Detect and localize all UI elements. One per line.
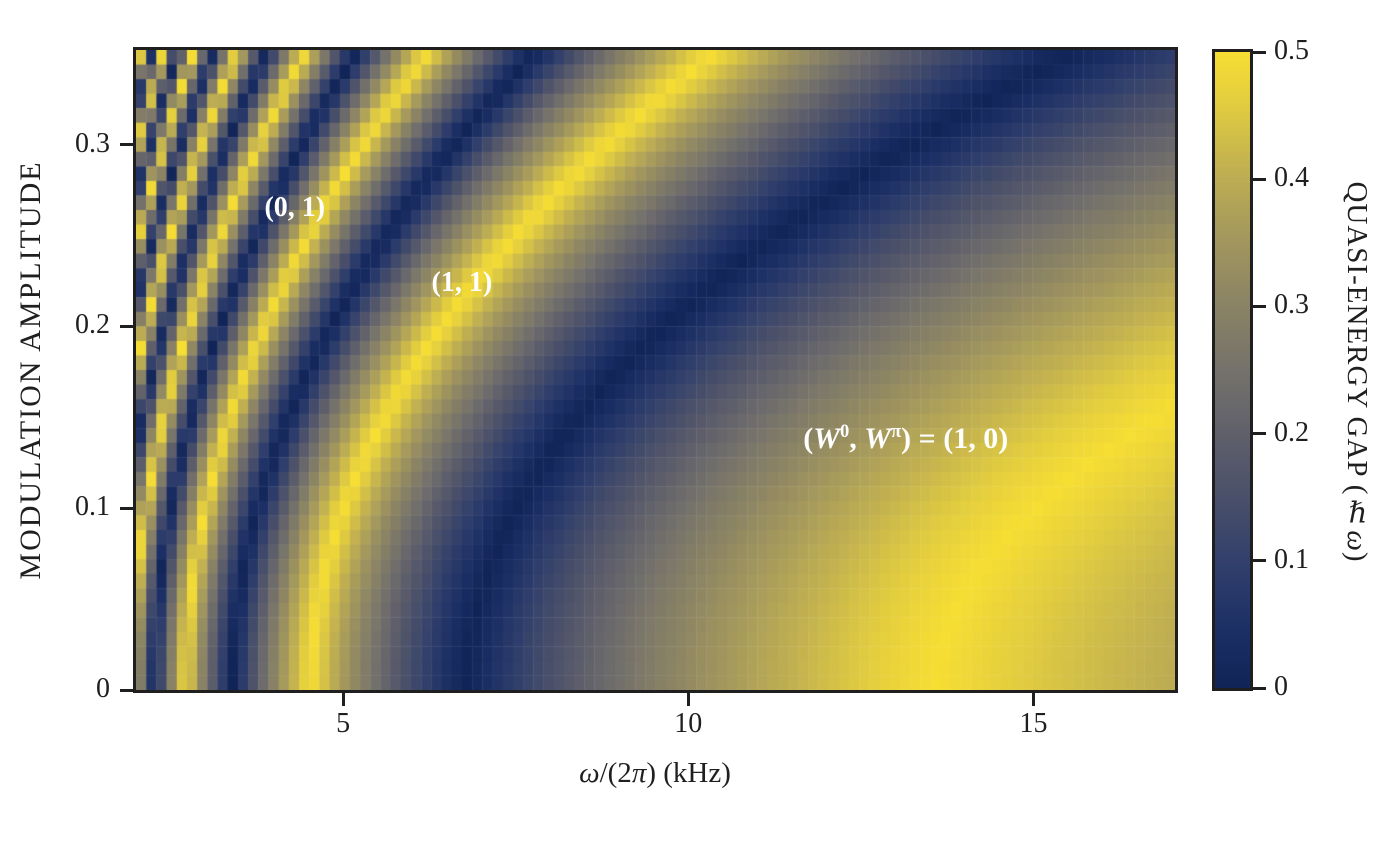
colorbar-tick-label: 0.2 [1274, 416, 1309, 448]
y-axis-label: MODULATION AMPLITUDE [14, 160, 47, 580]
colorbar-tick [1253, 432, 1266, 436]
x-tick [686, 693, 690, 706]
colorbar-tick-label: 0.1 [1274, 543, 1309, 575]
quasi-energy-gap-heatmap [136, 50, 1175, 690]
colorbar-tick-label: 0 [1274, 671, 1288, 702]
y-tick [120, 143, 133, 147]
y-tick [120, 324, 133, 328]
y-tick-label: 0.1 [75, 491, 110, 523]
colorbar-tick-label: 0.4 [1274, 162, 1309, 194]
x-tick-label: 5 [336, 708, 351, 739]
colorbar-tick-label: 0.5 [1274, 35, 1309, 66]
colorbar-tick [1253, 50, 1266, 54]
colorbar-tick [1253, 686, 1266, 690]
x-axis-label: ω/(2π) (kHz) [579, 757, 731, 789]
y-tick [120, 688, 133, 692]
y-tick-label: 0.2 [75, 309, 110, 341]
x-tick [1031, 693, 1035, 706]
colorbar-tick [1253, 177, 1266, 181]
phase-annotation: (0, 1) [264, 192, 326, 224]
phase-annotation: (1, 1) [431, 266, 493, 298]
y-tick-label: 0.3 [75, 127, 110, 159]
colorbar-gradient [1215, 52, 1250, 688]
x-tick [341, 693, 345, 706]
x-tick-label: 15 [1019, 708, 1048, 739]
colorbar-tick [1253, 559, 1266, 563]
colorbar-tick-label: 0.3 [1274, 289, 1309, 321]
y-tick [120, 506, 133, 510]
y-tick-label: 0 [96, 673, 110, 704]
x-tick-label: 10 [674, 708, 703, 739]
phase-annotation: (W0, Wπ) = (1, 0) [803, 421, 1009, 456]
colorbar-label: QUASI-ENERGY GAP (ℏω) [1341, 181, 1373, 563]
colorbar-tick [1253, 304, 1266, 308]
